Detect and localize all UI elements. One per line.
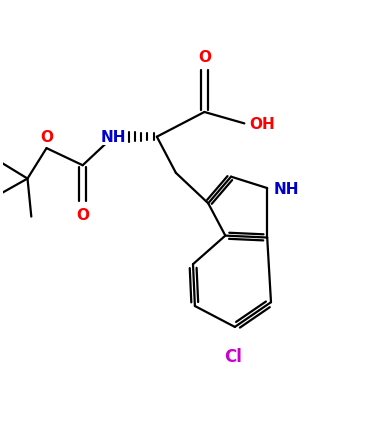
Text: NH: NH <box>100 130 126 145</box>
Text: OH: OH <box>249 117 275 131</box>
Text: Cl: Cl <box>224 347 242 365</box>
Text: NH: NH <box>274 181 300 196</box>
Text: O: O <box>76 208 89 223</box>
Text: O: O <box>40 130 53 145</box>
Text: O: O <box>198 50 211 65</box>
